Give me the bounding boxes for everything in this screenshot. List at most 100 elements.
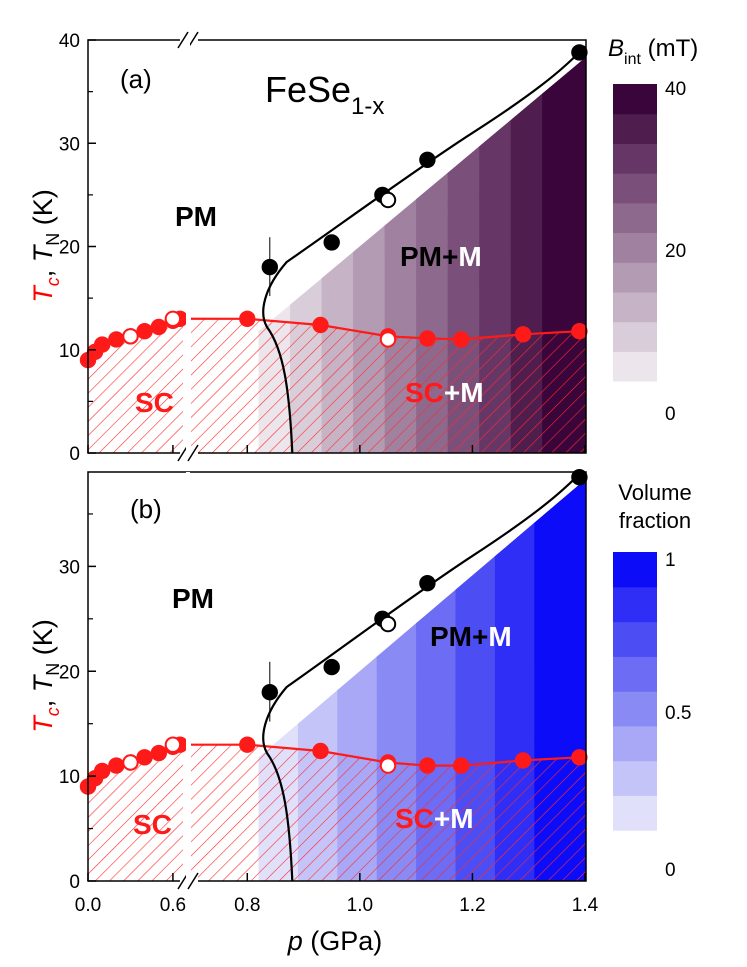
y-tick-label: 30 bbox=[59, 557, 80, 578]
data-point bbox=[164, 736, 182, 753]
colorbar-swatch bbox=[613, 202, 657, 234]
data-point bbox=[312, 742, 329, 760]
data-point bbox=[379, 615, 397, 633]
colorbar-swatch bbox=[613, 552, 657, 588]
data-point bbox=[419, 757, 436, 774]
data-point bbox=[164, 310, 182, 327]
data-point bbox=[323, 234, 340, 251]
y-tick-label: 10 bbox=[59, 341, 80, 362]
colorbar-swatch bbox=[613, 173, 657, 204]
x-tick-label: 0.0 bbox=[75, 895, 101, 916]
region-label-pm-m: PM+M bbox=[400, 241, 482, 272]
colorbar-volume-fraction: Volume fraction 1 0.5 0 bbox=[613, 480, 692, 881]
colorbar-tick: 0.5 bbox=[665, 703, 691, 724]
axis-break bbox=[177, 472, 199, 890]
y-axis-label: Tc, TN (K) bbox=[28, 619, 63, 733]
data-point bbox=[571, 323, 588, 340]
panel-label: (a) bbox=[120, 64, 152, 94]
region-label-sc-m: SC+M bbox=[405, 377, 484, 408]
data-point bbox=[108, 757, 125, 774]
data-point bbox=[419, 151, 436, 169]
colorbar-swatch bbox=[613, 691, 657, 727]
data-point bbox=[261, 258, 278, 276]
region-label-pm-m: PM+M bbox=[430, 621, 512, 652]
colorbar-swatch bbox=[613, 232, 657, 263]
sc-hatched-region bbox=[88, 318, 586, 453]
colorbar-title: Bint (mT) bbox=[608, 35, 698, 68]
x-tick-label: 1.4 bbox=[572, 895, 599, 916]
data-point bbox=[150, 744, 168, 762]
x-tick-label: 0.6 bbox=[160, 895, 186, 916]
svg-text:Tc, TN (K): Tc, TN (K) bbox=[28, 189, 63, 303]
compound-title: FeSe1-x bbox=[265, 69, 384, 120]
data-point bbox=[419, 330, 436, 347]
data-point bbox=[379, 757, 397, 774]
colorbar-swatch bbox=[613, 795, 657, 831]
axis-ticks: 0 10 20 30 0.0 0.6 0.8 1.0 1.2 1.4 bbox=[59, 513, 599, 916]
y-tick-label: 0 bbox=[69, 872, 80, 893]
data-point bbox=[94, 762, 111, 780]
data-point bbox=[419, 575, 436, 592]
colorbar-swatch bbox=[613, 113, 657, 144]
x-tick-label: 1.0 bbox=[347, 895, 373, 916]
x-axis-label: p (GPa) bbox=[287, 926, 383, 956]
colorbar-swatch bbox=[613, 84, 657, 115]
data-point bbox=[514, 326, 532, 343]
colorbar-tick: 1 bbox=[665, 550, 676, 571]
x-tick-label: 1.2 bbox=[459, 895, 485, 916]
svg-text:Tc, TN (K): Tc, TN (K) bbox=[28, 619, 63, 733]
colorbar-swatch bbox=[613, 725, 657, 762]
colorbar-swatch bbox=[613, 262, 657, 293]
axis-ticks: 0 10 20 30 40 bbox=[59, 31, 586, 465]
x-tick-label: 0.8 bbox=[234, 895, 260, 916]
data-point bbox=[239, 736, 256, 753]
data-point bbox=[312, 316, 329, 334]
colorbar-title: fraction bbox=[619, 508, 691, 533]
data-point bbox=[571, 749, 588, 766]
data-point bbox=[122, 328, 139, 345]
colorbar-swatch bbox=[613, 656, 657, 692]
data-point bbox=[239, 310, 256, 327]
data-point bbox=[379, 331, 397, 348]
colorbar-bint: Bint (mT) 40 20 0 bbox=[608, 35, 698, 425]
y-tick-label: 30 bbox=[59, 134, 80, 155]
colorbar-tick: 40 bbox=[665, 79, 686, 100]
y-tick-label: 20 bbox=[59, 238, 80, 259]
panel-label: (b) bbox=[130, 494, 162, 524]
data-point bbox=[379, 191, 397, 209]
colorbar-swatch bbox=[613, 291, 657, 323]
colorbar-swatch bbox=[613, 143, 657, 174]
sc-hatched-region bbox=[88, 744, 586, 881]
y-tick-label: 20 bbox=[59, 662, 80, 683]
data-point bbox=[150, 318, 168, 336]
data-points bbox=[79, 469, 588, 795]
data-point bbox=[136, 323, 153, 340]
tn-curve bbox=[262, 45, 586, 453]
region-label-pm: PM bbox=[175, 201, 217, 232]
data-point bbox=[453, 757, 470, 774]
y-axis-label: Tc, TN (K) bbox=[28, 189, 63, 303]
tn-curve bbox=[262, 472, 583, 881]
y-tick-label: 40 bbox=[59, 31, 80, 52]
data-point bbox=[323, 658, 340, 676]
colorbar-swatch bbox=[613, 351, 657, 382]
region-label-sc-m: SC+M bbox=[395, 803, 474, 834]
plot-frame bbox=[87, 471, 587, 882]
data-points bbox=[79, 44, 588, 369]
data-point bbox=[453, 331, 470, 348]
colorbar-swatch bbox=[613, 760, 657, 796]
data-point bbox=[108, 331, 125, 348]
region-label-sc: SC bbox=[135, 387, 174, 418]
region-label-sc: SC bbox=[133, 809, 172, 840]
colorbar-tick: 20 bbox=[665, 241, 686, 262]
data-point bbox=[514, 752, 532, 769]
axis-break bbox=[177, 31, 199, 462]
y-tick-label: 10 bbox=[59, 767, 80, 788]
colorbar-swatch bbox=[613, 621, 657, 657]
data-point bbox=[94, 336, 111, 353]
panel-a: 0 10 20 30 40 (a) FeSe1-x PM PM+M SC SC+M Tc… bbox=[28, 31, 698, 465]
colorbar-tick: 0 bbox=[665, 404, 676, 425]
colorbar-tick: 0 bbox=[665, 860, 676, 881]
